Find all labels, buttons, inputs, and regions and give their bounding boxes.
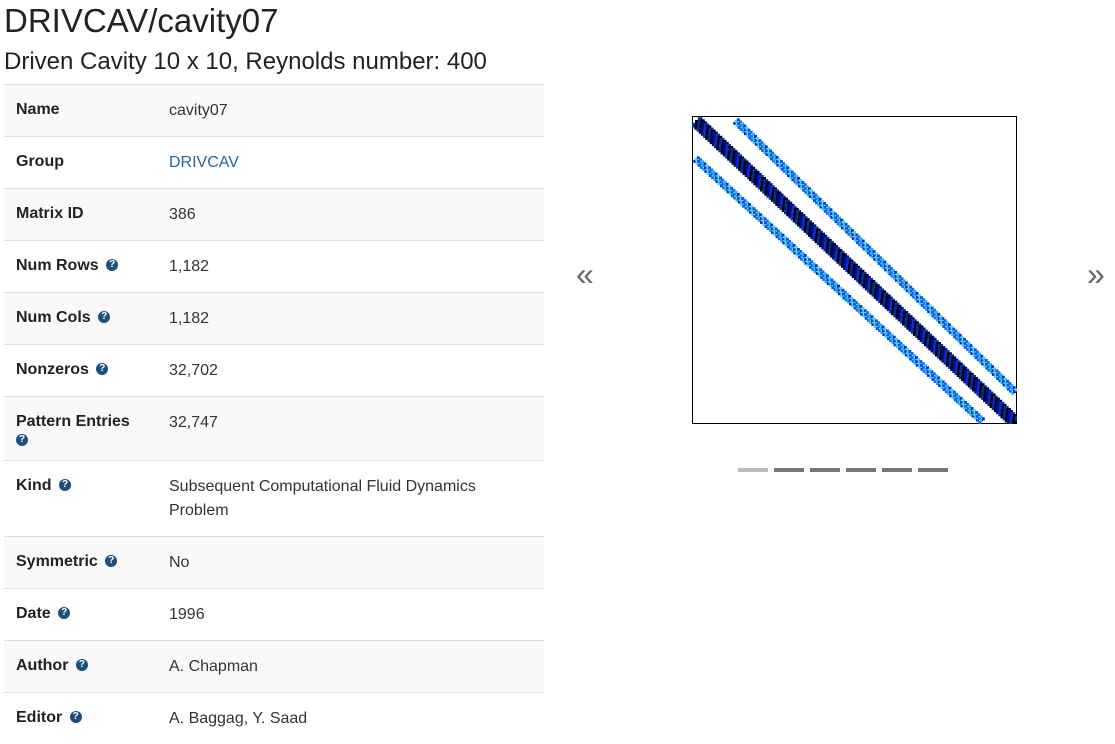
double-chevron-right-icon[interactable]: » <box>1087 258 1105 290</box>
property-value-cell: No <box>157 537 544 589</box>
property-value: 386 <box>169 206 196 223</box>
property-value: 1,182 <box>169 310 209 327</box>
property-value-cell: DRIVCAV <box>157 137 544 189</box>
property-value-cell: A. Baggag, Y. Saad <box>157 693 544 744</box>
property-label-text: Group <box>16 153 64 170</box>
property-label-text: Name <box>16 101 60 118</box>
carousel-indicator[interactable] <box>846 468 876 472</box>
carousel-indicator[interactable] <box>774 468 804 472</box>
carousel-indicators <box>738 468 948 472</box>
carousel-indicator[interactable] <box>882 468 912 472</box>
question-circle-icon[interactable]: ? <box>58 607 70 619</box>
property-label: Pattern Entries ? <box>4 397 157 461</box>
property-value-cell: Subsequent Computational Fluid Dynamics … <box>157 461 544 537</box>
question-circle-icon[interactable]: ? <box>76 659 88 671</box>
property-value-cell: 32,702 <box>157 345 544 397</box>
question-circle-icon[interactable]: ? <box>96 363 108 375</box>
property-value-cell: 1,182 <box>157 293 544 345</box>
property-value: No <box>169 554 189 571</box>
property-label-text: Kind <box>16 477 52 494</box>
property-label-text: Num Rows <box>16 257 99 274</box>
property-label-text: Date <box>16 605 51 622</box>
question-circle-icon[interactable]: ? <box>98 311 110 323</box>
property-value-cell: 32,747 <box>157 397 544 461</box>
double-chevron-left-icon[interactable]: « <box>576 258 594 290</box>
property-value-cell: 386 <box>157 189 544 241</box>
group-link[interactable]: DRIVCAV <box>169 154 239 171</box>
property-label: Group <box>4 137 157 189</box>
property-label-text: Symmetric <box>16 553 98 570</box>
property-label: Editor ? <box>4 693 157 744</box>
page-subtitle: Driven Cavity 10 x 10, Reynolds number: … <box>4 46 487 78</box>
page-title: DRIVCAV/cavity07 <box>4 1 278 41</box>
property-row: Nonzeros ? 32,702 <box>4 345 544 397</box>
question-circle-icon[interactable]: ? <box>70 711 82 723</box>
property-row: Name cavity07 <box>4 85 544 137</box>
property-row: Date ? 1996 <box>4 589 544 641</box>
property-row: Matrix ID 386 <box>4 189 544 241</box>
property-label-text: Editor <box>16 709 62 726</box>
matrix-properties-table: Name cavity07 Group DRIVCAV Matrix ID 386 Num … <box>4 84 544 744</box>
property-value-cell: cavity07 <box>157 85 544 137</box>
property-label-text: Author <box>16 657 68 674</box>
property-label: Author ? <box>4 641 157 693</box>
property-row: Author ? A. Chapman <box>4 641 544 693</box>
question-circle-icon[interactable]: ? <box>59 479 71 491</box>
property-label: Name <box>4 85 157 137</box>
carousel-indicator[interactable] <box>738 468 768 472</box>
property-value: 32,747 <box>169 414 218 431</box>
property-value: Subsequent Computational Fluid Dynamics … <box>169 478 476 519</box>
question-circle-icon[interactable]: ? <box>16 434 28 446</box>
property-row: Num Cols ? 1,182 <box>4 293 544 345</box>
property-value-cell: A. Chapman <box>157 641 544 693</box>
property-row: Editor ? A. Baggag, Y. Saad <box>4 693 544 744</box>
property-value-cell: 1,182 <box>157 241 544 293</box>
carousel-indicator[interactable] <box>918 468 948 472</box>
property-label: Nonzeros ? <box>4 345 157 397</box>
property-label-text: Num Cols <box>16 309 91 326</box>
property-value: cavity07 <box>169 102 228 119</box>
question-circle-icon[interactable]: ? <box>105 555 117 567</box>
property-label: Num Cols ? <box>4 293 157 345</box>
carousel-indicator[interactable] <box>810 468 840 472</box>
property-row: Pattern Entries ? 32,747 <box>4 397 544 461</box>
property-value: A. Baggag, Y. Saad <box>169 710 307 727</box>
property-row: Group DRIVCAV <box>4 137 544 189</box>
property-label: Num Rows ? <box>4 241 157 293</box>
property-row: Kind ? Subsequent Computational Fluid Dyn… <box>4 461 544 537</box>
property-label: Symmetric ? <box>4 537 157 589</box>
property-row: Symmetric ? No <box>4 537 544 589</box>
image-carousel: « » <box>570 100 1115 490</box>
property-label-text: Matrix ID <box>16 205 84 222</box>
property-value-cell: 1996 <box>157 589 544 641</box>
property-label-text: Pattern Entries <box>16 413 130 430</box>
property-value: A. Chapman <box>169 658 258 675</box>
sparsity-pattern-image <box>692 116 1017 424</box>
property-label: Date ? <box>4 589 157 641</box>
property-row: Num Rows ? 1,182 <box>4 241 544 293</box>
property-value: 1996 <box>169 606 205 623</box>
property-label: Matrix ID <box>4 189 157 241</box>
question-circle-icon[interactable]: ? <box>106 259 118 271</box>
property-value: 1,182 <box>169 258 209 275</box>
property-label: Kind ? <box>4 461 157 537</box>
property-label-text: Nonzeros <box>16 361 89 378</box>
property-value: 32,702 <box>169 362 218 379</box>
